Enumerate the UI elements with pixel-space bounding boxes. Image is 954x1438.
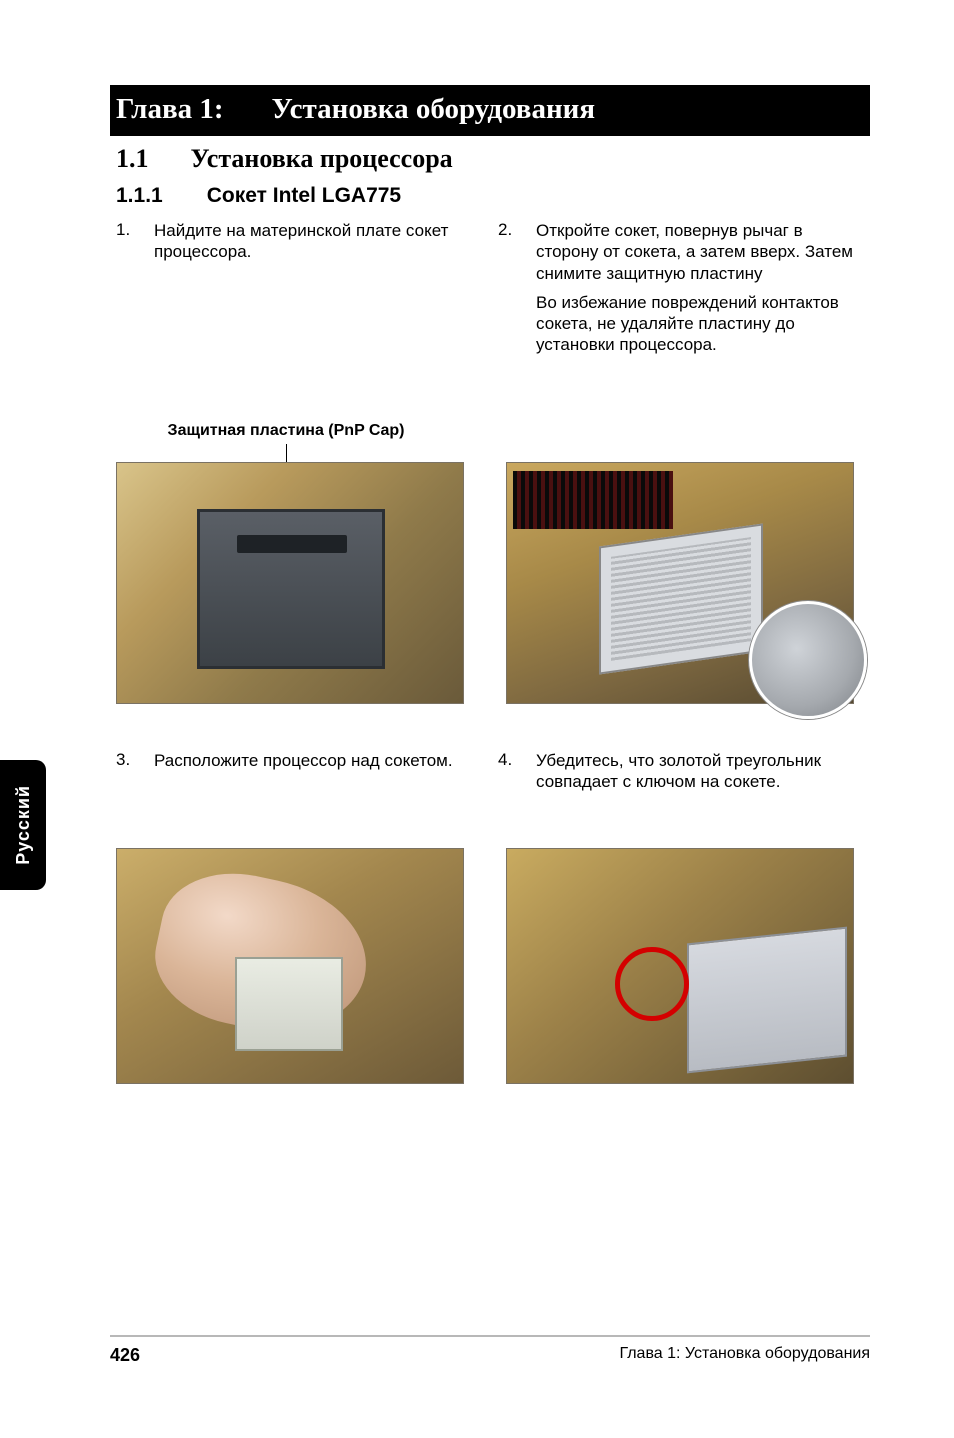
section-title: Установка процессора — [191, 144, 453, 174]
step-3-number: 3. — [116, 750, 134, 793]
figure-3-position-cpu — [116, 848, 464, 1084]
step-2-text: Откройте сокет, повернув рычаг в сторону… — [536, 220, 868, 356]
step-2: 2. Откройте сокет, повернув рычаг в стор… — [498, 220, 868, 356]
step-1-text: Найдите на материнской плате сокет проце… — [154, 220, 468, 356]
running-footer-text: Глава 1: Установка оборудования — [619, 1345, 870, 1366]
figure-2-socket-grid — [599, 523, 763, 674]
figure-4-triangle-alignment — [506, 848, 854, 1084]
step-4-number: 4. — [498, 750, 516, 793]
pnp-cap-label: Защитная пластина (PnP Cap) — [110, 422, 462, 440]
figure-2-wrap — [506, 462, 854, 704]
subsection-number: 1.1.1 — [116, 184, 163, 208]
step-1-number: 1. — [116, 220, 134, 356]
figure-1-socket-body — [197, 509, 385, 669]
language-side-tab: Русский — [0, 760, 46, 890]
figure-row-1 — [110, 462, 870, 704]
page-content: Глава 1: Установка оборудования 1.1 Уста… — [110, 85, 870, 1084]
step-3-text: Расположите процессор над сокетом. — [154, 750, 453, 793]
figure-2-magnifier-circle — [749, 601, 867, 719]
step-4: 4. Убедитесь, что золотой треугольник со… — [498, 750, 868, 793]
section-number: 1.1 — [116, 144, 149, 174]
step-1: 1. Найдите на материнской плате сокет пр… — [116, 220, 468, 356]
steps-row-1: 1. Найдите на материнской плате сокет пр… — [110, 220, 870, 356]
figure-row-2 — [110, 848, 870, 1084]
page-number: 426 — [110, 1345, 140, 1366]
figure-2-heatsink — [513, 471, 673, 529]
subsection-heading: 1.1.1 Сокет Intel LGA775 — [110, 184, 870, 208]
figure-3-cpu-chip — [235, 957, 343, 1051]
chapter-heading-bar: Глава 1: Установка оборудования — [110, 85, 870, 136]
steps-row-2: 3. Расположите процессор над сокетом. 4.… — [110, 750, 870, 793]
pnp-cap-leader-line — [286, 444, 287, 462]
step-4-text: Убедитесь, что золотой треугольник совпа… — [536, 750, 868, 793]
section-heading: 1.1 Установка процессора — [110, 144, 870, 174]
figure-1-socket-with-cap — [116, 462, 464, 704]
language-side-tab-label: Русский — [13, 785, 34, 865]
chapter-number: Глава 1: — [116, 93, 224, 126]
chapter-title: Установка оборудования — [272, 93, 596, 126]
step-2-number: 2. — [498, 220, 516, 356]
pnp-cap-callout: Защитная пластина (PnP Cap) — [110, 422, 870, 462]
step-2-text-b: Во избежание повреждений контактов сокет… — [536, 292, 868, 356]
figure-4-highlight-ring — [615, 947, 689, 1021]
page-footer: 426 Глава 1: Установка оборудования — [110, 1335, 870, 1366]
figure-1-cap-slot — [237, 535, 347, 553]
step-2-text-a: Откройте сокет, повернув рычаг в сторону… — [536, 220, 868, 284]
subsection-title: Сокет Intel LGA775 — [207, 184, 401, 208]
figure-2-open-socket — [506, 462, 854, 704]
figure-4-cpu-plate — [687, 927, 847, 1074]
step-3: 3. Расположите процессор над сокетом. — [116, 750, 468, 793]
